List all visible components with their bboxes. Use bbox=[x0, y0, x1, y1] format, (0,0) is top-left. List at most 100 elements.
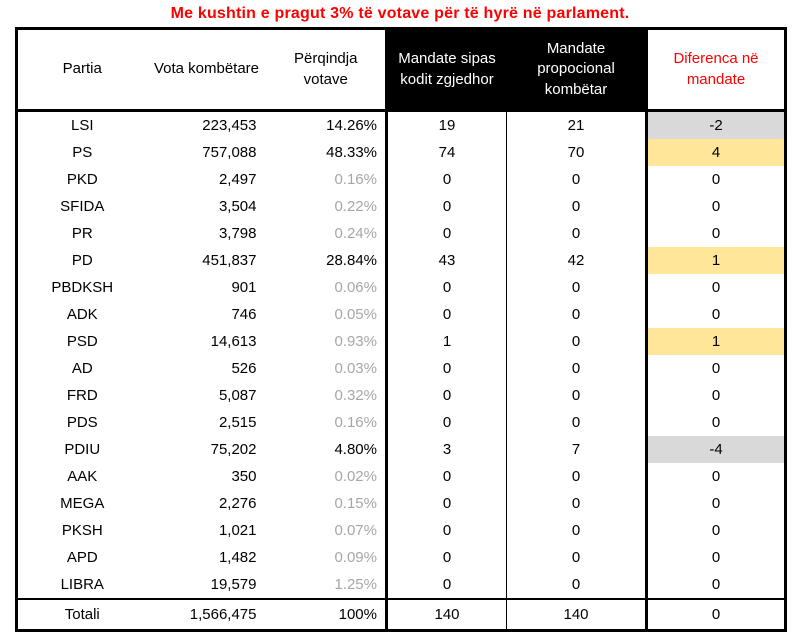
total-diff: 0 bbox=[645, 598, 786, 631]
cell-party: PSD bbox=[66, 333, 98, 350]
table-row: APD 1,482 0.09% 0 0 0 bbox=[17, 544, 786, 571]
cell-mandates-code: 3 bbox=[385, 436, 507, 463]
cell-diff: 4 bbox=[645, 139, 786, 166]
cell-party: AD bbox=[71, 360, 93, 377]
cell-mandates-code: 0 bbox=[385, 355, 507, 382]
cell-percent: 0.09% bbox=[334, 549, 377, 566]
cell-mandates-code: 74 bbox=[385, 139, 507, 166]
cell-party: APD bbox=[66, 549, 98, 566]
cell-percent: 0.16% bbox=[334, 414, 377, 431]
table-row: PSD 14,613 0.93% 1 0 1 bbox=[17, 328, 786, 355]
table-row: PKSH 1,021 0.07% 0 0 0 bbox=[17, 517, 786, 544]
cell-votes: 5,087 bbox=[218, 387, 257, 404]
cell-mandates-code: 0 bbox=[385, 517, 507, 544]
cell-mandates-code: 0 bbox=[385, 274, 507, 301]
cell-votes: 901 bbox=[231, 279, 257, 296]
cell-mandates-code: 0 bbox=[385, 571, 507, 599]
cell-mandates-prop: 0 bbox=[506, 193, 647, 220]
cell-mandates-prop: 0 bbox=[506, 571, 647, 599]
table-row: PBDKSH 901 0.06% 0 0 0 bbox=[17, 274, 786, 301]
cell-mandates-code: 0 bbox=[385, 544, 507, 571]
cell-diff: 0 bbox=[645, 274, 786, 301]
col-header-mandate-kodi: Mandate sipas kodit zgjedhor bbox=[385, 28, 507, 112]
table-body: LSI 223,453 14.26% 19 21 -2 PS 757,088 48.33% 74 7… bbox=[17, 110, 786, 599]
table-row: LSI 223,453 14.26% 19 21 -2 bbox=[17, 110, 786, 139]
cell-percent: 0.16% bbox=[334, 171, 377, 188]
cell-diff: 0 bbox=[645, 517, 786, 544]
cell-party: PKD bbox=[66, 171, 98, 188]
cell-mandates-prop: 0 bbox=[506, 328, 647, 355]
cell-mandates-code: 19 bbox=[385, 110, 507, 139]
cell-party: PS bbox=[72, 144, 93, 161]
table-row: FRD 5,087 0.32% 0 0 0 bbox=[17, 382, 786, 409]
total-row: Totali 1,566,475 100% 140 140 0 bbox=[16, 598, 786, 631]
cell-mandates-prop: 42 bbox=[506, 247, 647, 274]
cell-mandates-prop: 0 bbox=[506, 220, 647, 247]
table-row: PKD 2,497 0.16% 0 0 0 bbox=[17, 166, 786, 193]
cell-percent: 0.03% bbox=[334, 360, 377, 377]
table-row: LIBRA 19,579 1.25% 0 0 0 bbox=[17, 571, 786, 599]
cell-mandates-prop: 0 bbox=[506, 301, 647, 328]
cell-diff: -4 bbox=[645, 436, 786, 463]
cell-party: LIBRA bbox=[60, 576, 104, 593]
cell-diff: 1 bbox=[645, 328, 786, 355]
cell-party: MEGA bbox=[60, 495, 105, 512]
table-row: ADK 746 0.05% 0 0 0 bbox=[17, 301, 786, 328]
cell-percent: 14.26% bbox=[326, 117, 377, 134]
cell-percent: 0.06% bbox=[334, 279, 377, 296]
cell-mandates-prop: 0 bbox=[506, 382, 647, 409]
cell-diff: 0 bbox=[645, 409, 786, 436]
cell-mandates-prop: 7 bbox=[506, 436, 647, 463]
total-mandates-prop: 140 bbox=[506, 598, 647, 631]
cell-votes: 451,837 bbox=[202, 252, 257, 269]
cell-diff: 0 bbox=[645, 571, 786, 599]
table-row: PD 451,837 28.84% 43 42 1 bbox=[17, 247, 786, 274]
cell-party: ADK bbox=[66, 306, 98, 323]
table-row: PDS 2,515 0.16% 0 0 0 bbox=[17, 409, 786, 436]
cell-percent: 0.15% bbox=[334, 495, 377, 512]
col-header-vota-kombetare: Vota kombëtare bbox=[146, 28, 267, 112]
cell-votes: 3,504 bbox=[218, 198, 257, 215]
cell-diff: 0 bbox=[645, 544, 786, 571]
cell-party: AAK bbox=[67, 468, 98, 485]
cell-votes: 2,276 bbox=[218, 495, 257, 512]
cell-mandates-code: 0 bbox=[385, 193, 507, 220]
cell-mandates-code: 0 bbox=[385, 301, 507, 328]
total-percent: 100% bbox=[266, 598, 387, 631]
cell-diff: 0 bbox=[645, 166, 786, 193]
cell-mandates-prop: 0 bbox=[506, 355, 647, 382]
table-row: PS 757,088 48.33% 74 70 4 bbox=[17, 139, 786, 166]
cell-percent: 1.25% bbox=[334, 576, 377, 593]
election-results-table: Partia Vota kombëtare Përqindja votave M… bbox=[15, 27, 787, 632]
table-row: AD 526 0.03% 0 0 0 bbox=[17, 355, 786, 382]
cell-party: PBDKSH bbox=[51, 279, 114, 296]
cell-votes: 2,515 bbox=[218, 414, 257, 431]
cell-mandates-code: 43 bbox=[385, 247, 507, 274]
cell-mandates-code: 1 bbox=[385, 328, 507, 355]
table-row: PDIU 75,202 4.80% 3 7 -4 bbox=[17, 436, 786, 463]
cell-mandates-prop: 0 bbox=[506, 463, 647, 490]
cell-party: FRD bbox=[66, 387, 98, 404]
cell-party: LSI bbox=[70, 117, 94, 134]
cell-mandates-code: 0 bbox=[385, 166, 507, 193]
cell-percent: 0.05% bbox=[334, 306, 377, 323]
cell-mandates-code: 0 bbox=[385, 463, 507, 490]
col-header-diferenca: Diferenca në mandate bbox=[645, 28, 786, 112]
cell-votes: 1,482 bbox=[218, 549, 257, 566]
cell-percent: 28.84% bbox=[326, 252, 377, 269]
cell-diff: 0 bbox=[645, 301, 786, 328]
cell-mandates-prop: 0 bbox=[506, 490, 647, 517]
cell-diff: 1 bbox=[645, 247, 786, 274]
cell-mandates-code: 0 bbox=[385, 490, 507, 517]
cell-percent: 48.33% bbox=[326, 144, 377, 161]
cell-mandates-prop: 0 bbox=[506, 544, 647, 571]
cell-percent: 0.07% bbox=[334, 522, 377, 539]
table-row: SFIDA 3,504 0.22% 0 0 0 bbox=[17, 193, 786, 220]
cell-votes: 350 bbox=[231, 468, 257, 485]
table-row: MEGA 2,276 0.15% 0 0 0 bbox=[17, 490, 786, 517]
cell-party: PD bbox=[71, 252, 93, 269]
table-row: AAK 350 0.02% 0 0 0 bbox=[17, 463, 786, 490]
cell-votes: 3,798 bbox=[218, 225, 257, 242]
cell-mandates-prop: 21 bbox=[506, 110, 647, 139]
cell-diff: 0 bbox=[645, 382, 786, 409]
